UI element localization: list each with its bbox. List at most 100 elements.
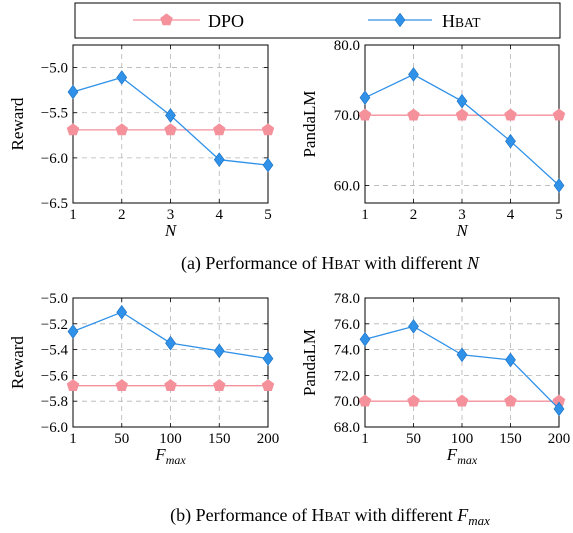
chart-panel-1: 1 2 3 4 5 −5.0 −5.5 −6.0 −6.5 N Reward xyxy=(8,44,275,240)
x-axis-label: Fmax xyxy=(446,445,478,467)
data-point xyxy=(504,108,517,121)
data-point xyxy=(66,379,80,392)
series-dpo xyxy=(358,108,566,121)
x-axis-label: Fmax xyxy=(154,445,186,467)
data-point xyxy=(261,379,275,392)
grid-lines xyxy=(365,45,559,203)
data-point xyxy=(358,108,372,121)
data-point xyxy=(261,123,275,136)
data-point xyxy=(213,379,226,392)
y-tick-label: −5.5 xyxy=(41,106,68,122)
data-point xyxy=(164,379,177,392)
data-point xyxy=(456,347,468,363)
caption-subscript: max xyxy=(468,513,490,528)
data-point xyxy=(115,123,128,136)
series-dpo xyxy=(66,379,275,392)
data-point xyxy=(165,335,176,351)
x-tick-label: 200 xyxy=(548,431,571,447)
y-tick-label: −5.8 xyxy=(41,394,68,410)
figure-caption: (b) Performance of HBAT with different F… xyxy=(170,505,490,528)
x-tick-label: 1 xyxy=(361,207,369,223)
x-tick-label: 4 xyxy=(507,207,515,223)
y-tick-label: 74.0 xyxy=(334,343,360,359)
x-tick-label: 100 xyxy=(159,431,182,447)
x-tick-label: 4 xyxy=(216,207,224,223)
series-hbat xyxy=(67,304,274,366)
y-tick-label: −5.2 xyxy=(41,317,68,333)
grid-lines xyxy=(365,298,559,427)
y-axis-label: PandaLM xyxy=(300,90,319,157)
data-point xyxy=(553,401,565,417)
data-point xyxy=(408,67,419,82)
legend-diamond-marker xyxy=(394,12,406,28)
data-point xyxy=(213,152,225,167)
x-tick-label: 5 xyxy=(264,207,272,223)
data-point xyxy=(116,304,128,320)
data-point xyxy=(67,324,79,339)
y-tick-label: −5.4 xyxy=(41,343,69,359)
caption-text: (a) Performance of H xyxy=(181,253,334,274)
y-axis-label: PandaLM xyxy=(300,329,319,396)
y-tick-label: 70.0 xyxy=(334,108,360,124)
data-point xyxy=(213,343,225,359)
legend-label: DPO xyxy=(208,11,244,31)
data-point xyxy=(505,352,516,368)
y-tick-label: −5.6 xyxy=(41,368,69,384)
legend-item: DPO xyxy=(133,11,244,31)
caption-text: with different xyxy=(350,505,457,525)
x-tick-label: 150 xyxy=(208,431,231,447)
y-axis-label: Reward xyxy=(8,336,27,389)
data-point xyxy=(67,84,79,100)
y-tick-label: −6.0 xyxy=(41,420,68,436)
caption-variable: N xyxy=(466,253,480,273)
data-point xyxy=(455,108,469,121)
axes-frame xyxy=(364,44,560,204)
grid-lines xyxy=(73,45,268,203)
caption-text: with different xyxy=(360,253,467,273)
chart-panel-3: 1 50 100 150 200−5.0−5.2−5.4−5.6−5.8−6.0Fmax… xyxy=(8,291,279,467)
y-tick-label: 78.0 xyxy=(334,291,360,307)
series-hbat xyxy=(359,67,565,193)
y-tick-label: 80.0 xyxy=(334,38,360,54)
series-hbat xyxy=(67,70,274,173)
legend-item: HBAT xyxy=(368,11,481,31)
data-point xyxy=(358,394,372,407)
x-tick-label: 1 xyxy=(361,431,369,447)
x-tick-label: 1 xyxy=(69,207,77,223)
data-point xyxy=(407,394,420,407)
data-point xyxy=(553,178,565,193)
chart-panel-2: 1 2 3 4 5 60.0 70.0 80.0 N PandaLM xyxy=(300,38,566,240)
caption-smallcaps: BAT xyxy=(325,509,351,524)
data-point xyxy=(262,351,274,366)
figure-caption: (a) Performance of HBAT with different N xyxy=(181,253,480,274)
data-point xyxy=(455,394,469,407)
x-tick-label: 50 xyxy=(114,431,129,447)
data-point xyxy=(359,90,371,105)
series-hbat xyxy=(359,319,565,417)
y-tick-label: 70.0 xyxy=(334,394,360,410)
y-axis-label: Reward xyxy=(8,97,27,150)
chart-panels: 1 2 3 4 5 −5.0 −5.5 −6.0 −6.5 N Reward 1 2 3 4 5 60.0 70.… xyxy=(8,38,570,467)
data-point xyxy=(115,379,128,392)
data-point xyxy=(66,123,80,136)
legend: DPO HBAT xyxy=(74,2,561,39)
caption-text: (b) Performance of H xyxy=(170,505,324,526)
legend-pentagon-marker xyxy=(160,13,173,26)
data-point xyxy=(116,70,128,85)
x-tick-label: 1 xyxy=(69,431,77,447)
caption-smallcaps: BAT xyxy=(334,257,360,272)
series-dpo xyxy=(66,123,275,136)
x-tick-label: 50 xyxy=(406,431,421,447)
data-point xyxy=(262,157,274,173)
data-point xyxy=(407,108,420,121)
data-point xyxy=(213,123,226,136)
data-point xyxy=(359,331,371,347)
legend-label: HBAT xyxy=(442,11,481,31)
data-point xyxy=(408,319,419,334)
legend-smallcaps: BAT xyxy=(455,15,481,30)
data-point xyxy=(456,93,468,109)
x-tick-label: 2 xyxy=(118,207,126,223)
x-axis-label: N xyxy=(164,221,178,240)
x-tick-label: 2 xyxy=(410,207,418,223)
